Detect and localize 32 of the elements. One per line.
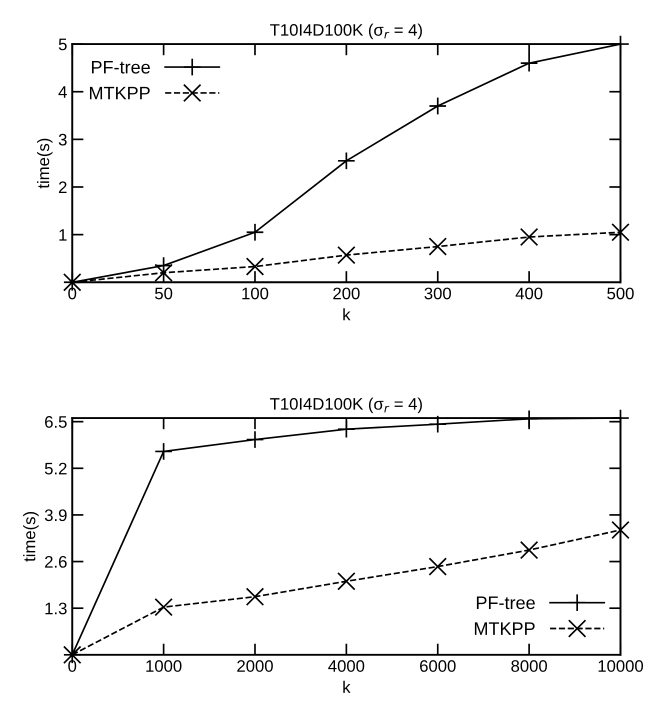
x-tick-label: 50 [155, 288, 172, 300]
y-tick-label: 3.9 [44, 509, 67, 522]
legend-label: PF-tree [476, 596, 535, 610]
y-tick-label: 3 [58, 134, 67, 146]
x-tick-label: 6000 [420, 660, 456, 672]
chart-title: T10I4D100K (σ$_{r}$ = 4) [270, 398, 422, 414]
x-tick-label: 8000 [511, 660, 548, 672]
legend-label: MTKPP [90, 86, 150, 100]
x-tick-label: 200 [333, 288, 360, 300]
x-tick-label: 4000 [328, 660, 364, 672]
y-tick-label: 1 [59, 229, 67, 241]
legend-label: MTKPP [474, 622, 535, 635]
y-tick-label: 4 [58, 86, 67, 98]
y-axis-title: time(s) [23, 512, 39, 562]
chart-title: T10I4D100K (σ$_{r}$ = 4) [270, 24, 422, 40]
y-tick-label: 5.2 [44, 462, 67, 474]
y-tick-label: 5 [58, 38, 67, 50]
x-tick-label: 1000 [146, 660, 182, 672]
x-tick-label: 10000 [598, 660, 644, 672]
x-tick-label: 300 [424, 288, 451, 300]
legend-label: PF-tree [92, 60, 150, 74]
y-tick-label: 2 [58, 181, 67, 194]
x-axis-title: k [343, 308, 351, 320]
y-tick-label: 2.6 [45, 556, 67, 568]
x-tick-label: 100 [242, 288, 268, 300]
y-tick-label: 1.3 [45, 602, 67, 614]
y-axis-title: time(s) [37, 138, 53, 188]
x-axis-title: k [343, 680, 351, 693]
y-tick-label: 6.5 [45, 416, 67, 428]
x-tick-label: 500 [607, 288, 634, 300]
x-tick-label: 400 [516, 288, 542, 300]
x-tick-label: 2000 [237, 660, 273, 672]
